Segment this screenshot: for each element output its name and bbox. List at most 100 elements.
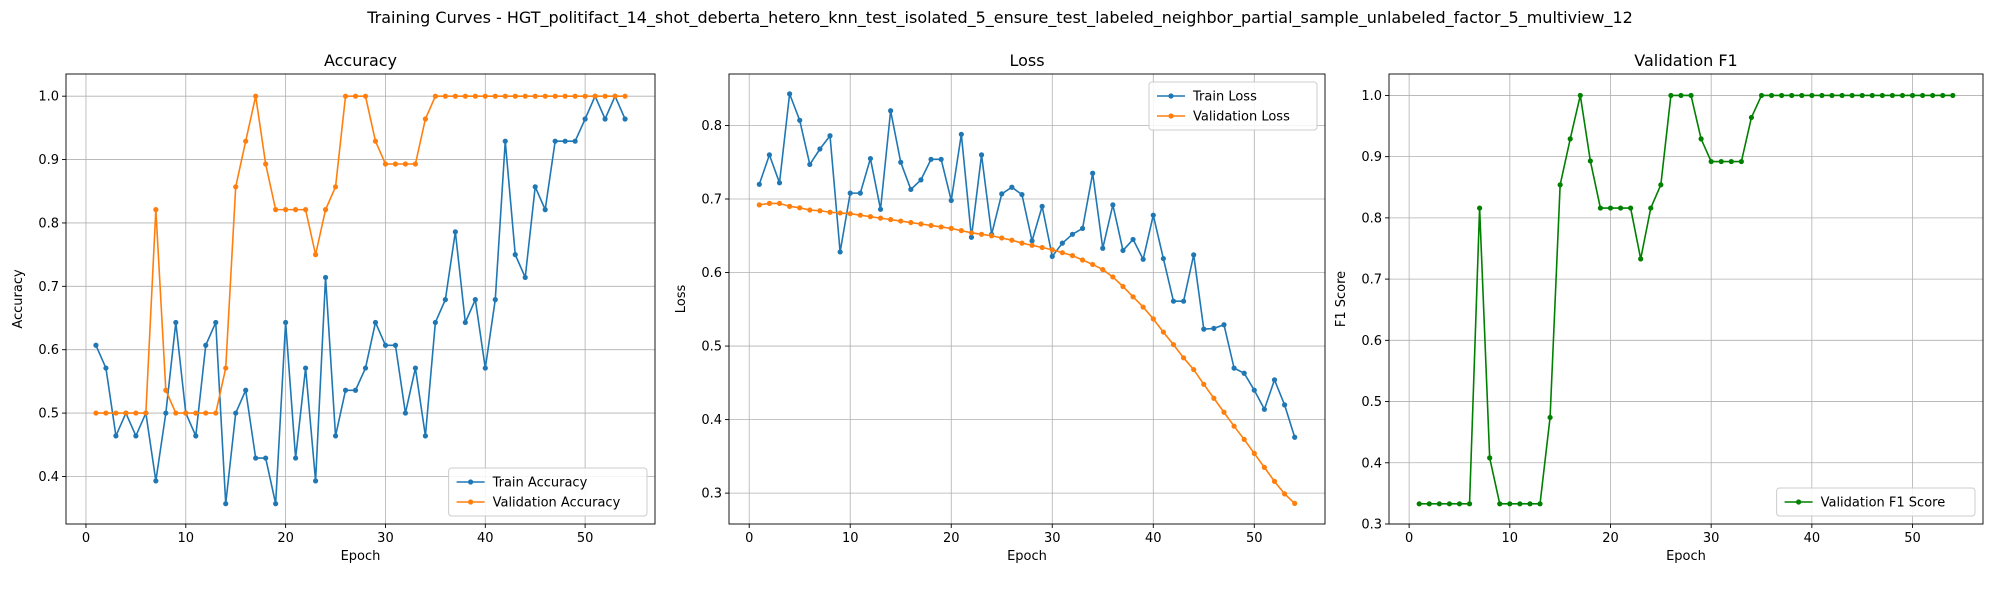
data-point xyxy=(372,138,379,144)
data-point xyxy=(342,93,349,99)
data-point xyxy=(532,184,538,190)
data-point xyxy=(552,93,558,99)
data-point xyxy=(1140,304,1146,310)
x-tick-label: 20 xyxy=(277,531,294,546)
data-point xyxy=(322,274,329,281)
data-point xyxy=(422,116,428,122)
data-point xyxy=(1517,501,1523,507)
x-tick-label: 50 xyxy=(577,531,594,546)
legend-label: Train Accuracy xyxy=(492,476,588,491)
data-point xyxy=(1839,92,1845,99)
data-point xyxy=(1607,205,1614,211)
legend-box xyxy=(1148,81,1318,131)
chart-panel-0: 0 10 20 30 40 50 0.4 0.5 0.6 0.7 0.8 0.9 1.0 Accuracy… xyxy=(11,51,656,564)
data-point xyxy=(452,93,458,99)
data-point xyxy=(1668,92,1674,99)
y-tick-label: 0.5 xyxy=(1361,395,1382,410)
data-point xyxy=(756,202,762,208)
data-point xyxy=(787,91,793,97)
data-point xyxy=(372,319,379,326)
series-line-0 xyxy=(758,93,1296,438)
data-point xyxy=(382,161,389,167)
data-point xyxy=(113,433,119,439)
data-point xyxy=(1537,501,1543,507)
data-point xyxy=(163,387,169,393)
x-axis-label: Epoch xyxy=(1007,549,1047,564)
data-point xyxy=(1170,341,1177,348)
data-point xyxy=(1019,240,1025,246)
data-point xyxy=(797,205,803,211)
y-tick-label: 0.6 xyxy=(38,343,59,358)
data-point xyxy=(422,433,428,439)
x-tick-label: 30 xyxy=(1044,531,1061,546)
data-point xyxy=(756,181,762,187)
data-point xyxy=(1201,326,1207,332)
y-tick-label: 0.8 xyxy=(1361,211,1382,226)
data-point xyxy=(113,410,119,416)
data-point xyxy=(103,410,109,416)
data-point xyxy=(1497,501,1503,507)
data-point xyxy=(1638,256,1644,262)
data-point xyxy=(797,117,803,123)
data-point xyxy=(1487,455,1493,461)
data-point xyxy=(989,233,995,239)
data-point xyxy=(1678,92,1684,99)
data-point xyxy=(293,207,299,213)
data-point xyxy=(1090,170,1096,176)
y-axis-label: F1 Score xyxy=(1334,271,1349,327)
data-point xyxy=(958,131,964,137)
y-tick-label: 0.9 xyxy=(38,153,59,168)
data-point xyxy=(542,207,548,213)
data-point xyxy=(1909,92,1916,99)
data-point xyxy=(1241,370,1247,376)
data-point xyxy=(938,224,944,230)
data-point xyxy=(948,225,954,232)
y-tick-label: 0.4 xyxy=(1361,456,1382,471)
data-point xyxy=(928,222,934,229)
data-point xyxy=(332,184,339,190)
data-point xyxy=(1180,355,1187,361)
x-tick-label: 0 xyxy=(82,531,90,546)
data-point xyxy=(602,116,608,122)
chart-panel-1: 0 10 20 30 40 50 0.3 0.4 0.5 0.6 0.7 0.8 Loss Epoch Lo… xyxy=(674,51,1326,564)
data-point xyxy=(1789,92,1795,99)
data-point xyxy=(837,210,843,216)
data-point xyxy=(263,455,269,461)
axes-frame xyxy=(728,73,1326,525)
data-point xyxy=(1079,257,1086,263)
data-point xyxy=(1100,245,1106,251)
data-point xyxy=(482,93,488,99)
data-point xyxy=(1889,92,1895,99)
data-point xyxy=(1768,92,1775,99)
data-point xyxy=(502,93,508,99)
data-point xyxy=(582,93,588,99)
data-point xyxy=(412,161,419,167)
data-point xyxy=(1557,182,1563,188)
data-point xyxy=(1170,298,1177,304)
data-point xyxy=(1029,242,1035,248)
data-point xyxy=(888,216,894,223)
data-point xyxy=(1930,92,1936,99)
data-point xyxy=(572,138,578,144)
data-point xyxy=(1180,298,1187,304)
data-point xyxy=(133,433,139,439)
data-point xyxy=(1191,366,1197,373)
data-point xyxy=(1758,92,1765,99)
data-point xyxy=(93,410,99,416)
data-point xyxy=(1211,325,1217,332)
x-tick-label: 30 xyxy=(377,531,394,546)
data-point xyxy=(978,152,985,158)
data-point xyxy=(1809,92,1815,99)
data-point xyxy=(1292,500,1298,507)
data-point xyxy=(512,93,518,99)
y-axis-label: Loss xyxy=(674,285,689,314)
data-point xyxy=(1049,247,1055,253)
data-point xyxy=(978,231,985,237)
legend-label: Train Loss xyxy=(1192,90,1257,105)
data-point xyxy=(103,365,109,371)
y-tick-label: 0.5 xyxy=(701,340,722,355)
data-point xyxy=(412,365,419,371)
data-point xyxy=(928,156,934,162)
data-point xyxy=(918,177,924,183)
legend-box xyxy=(448,467,648,517)
